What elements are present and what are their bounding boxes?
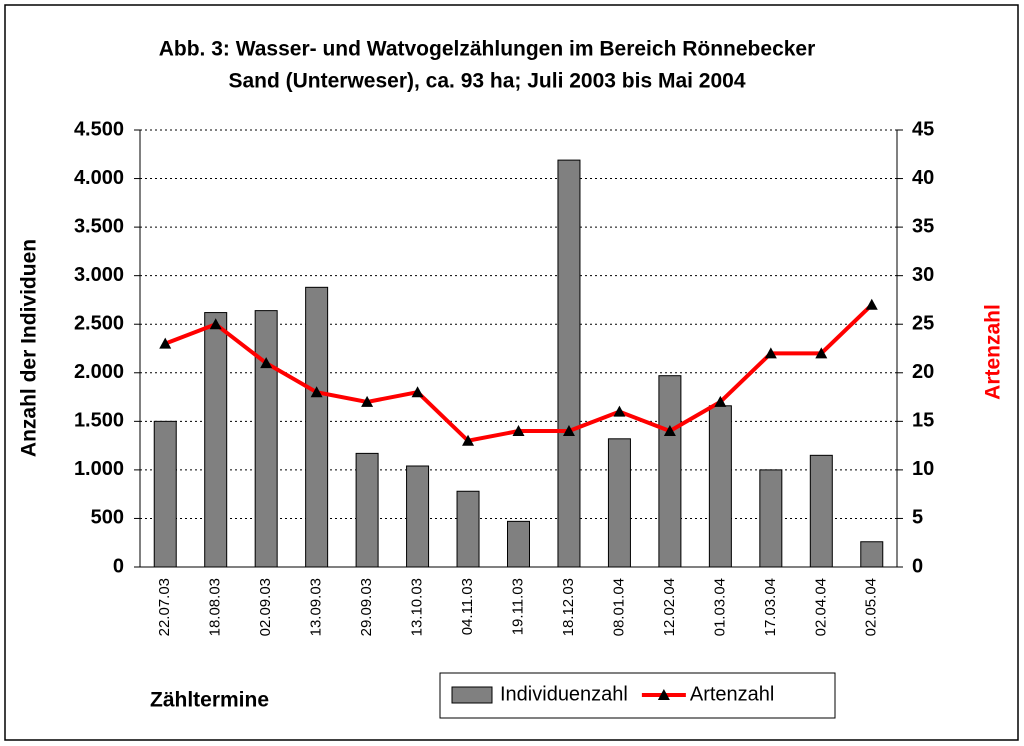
marker [361, 395, 374, 407]
marker [159, 337, 172, 349]
marker [562, 425, 575, 437]
marker [714, 395, 727, 407]
marker [613, 405, 626, 417]
y2-tick-label: 40 [912, 167, 934, 189]
y-tick-label: 1.000 [74, 458, 124, 480]
bar [607, 438, 631, 568]
y-tick-label: 3.500 [74, 215, 124, 237]
x-tick-label: 13.10.03 [409, 578, 426, 636]
y2-tick-label: 15 [912, 410, 934, 432]
marker [411, 386, 424, 398]
marker [260, 357, 273, 369]
x-tick-label: 29.09.03 [358, 578, 375, 636]
bar [809, 454, 833, 568]
marker [815, 347, 828, 359]
marker [209, 318, 222, 330]
x-tick-label: 17.03.04 [762, 578, 779, 636]
y-tick-label: 2.000 [74, 361, 124, 383]
bar [708, 405, 732, 568]
x-axis-label: Zähltermine [150, 689, 269, 712]
x-tick-label: 08.01.04 [610, 578, 627, 636]
bar [557, 159, 581, 568]
x-tick-label: 02.09.03 [257, 578, 274, 636]
bar [759, 469, 783, 568]
y2-tick-label: 20 [912, 361, 934, 383]
y-tick-label: 0 [113, 555, 124, 577]
marker [865, 298, 878, 310]
bar [305, 286, 329, 568]
y-axis-label: Anzahl der Individuen [18, 239, 41, 457]
x-tick-label: 13.09.03 [308, 578, 325, 636]
y-tick-label: 1.500 [74, 410, 124, 432]
legend-swatch [451, 686, 493, 704]
y2-tick-label: 5 [912, 507, 923, 529]
y-tick-label: 4.500 [74, 118, 124, 140]
x-tick-label: 18.12.03 [560, 578, 577, 636]
marker [310, 386, 323, 398]
y-tick-label: 500 [91, 507, 124, 529]
bar [153, 420, 177, 568]
bar [860, 541, 884, 568]
y2-tick-label: 30 [912, 264, 934, 286]
y2-tick-label: 45 [912, 118, 934, 140]
legend-label: Individuenzahl [500, 683, 628, 705]
y-tick-label: 3.000 [74, 264, 124, 286]
legend-marker [657, 689, 670, 700]
legend-box [439, 672, 836, 719]
bar [658, 375, 682, 568]
legend-label: Artenzahl [690, 683, 775, 705]
y2-axis-label: Artenzahl [982, 304, 1005, 400]
bar [406, 465, 430, 568]
bar [507, 520, 530, 568]
x-tick-label: 02.05.04 [863, 578, 880, 636]
marker [663, 425, 676, 437]
y-tick-label: 2.500 [74, 313, 124, 335]
marker [462, 434, 475, 446]
x-tick-label: 04.11.03 [459, 578, 476, 635]
bar [204, 312, 228, 568]
bar [355, 452, 379, 568]
marker [512, 425, 525, 437]
chart-title: Sand (Unterweser), ca. 93 ha; Juli 2003 … [228, 70, 745, 93]
x-tick-label: 12.02.04 [661, 578, 678, 636]
bar [456, 490, 480, 568]
y2-tick-label: 0 [912, 555, 923, 577]
chart-title: Abb. 3: Wasser- und Watvogelzählungen im… [159, 38, 816, 61]
y2-tick-label: 35 [912, 215, 934, 237]
x-tick-label: 02.04.04 [812, 578, 829, 636]
x-tick-label: 18.08.03 [207, 578, 224, 636]
x-tick-label: 22.07.03 [156, 578, 173, 636]
bar [254, 310, 278, 568]
y2-tick-label: 10 [912, 458, 934, 480]
x-tick-label: 01.03.04 [711, 578, 728, 636]
y2-tick-label: 25 [912, 313, 934, 335]
y-tick-label: 4.000 [74, 167, 124, 189]
x-tick-label: 19.11.03 [509, 578, 526, 635]
marker [764, 347, 777, 359]
